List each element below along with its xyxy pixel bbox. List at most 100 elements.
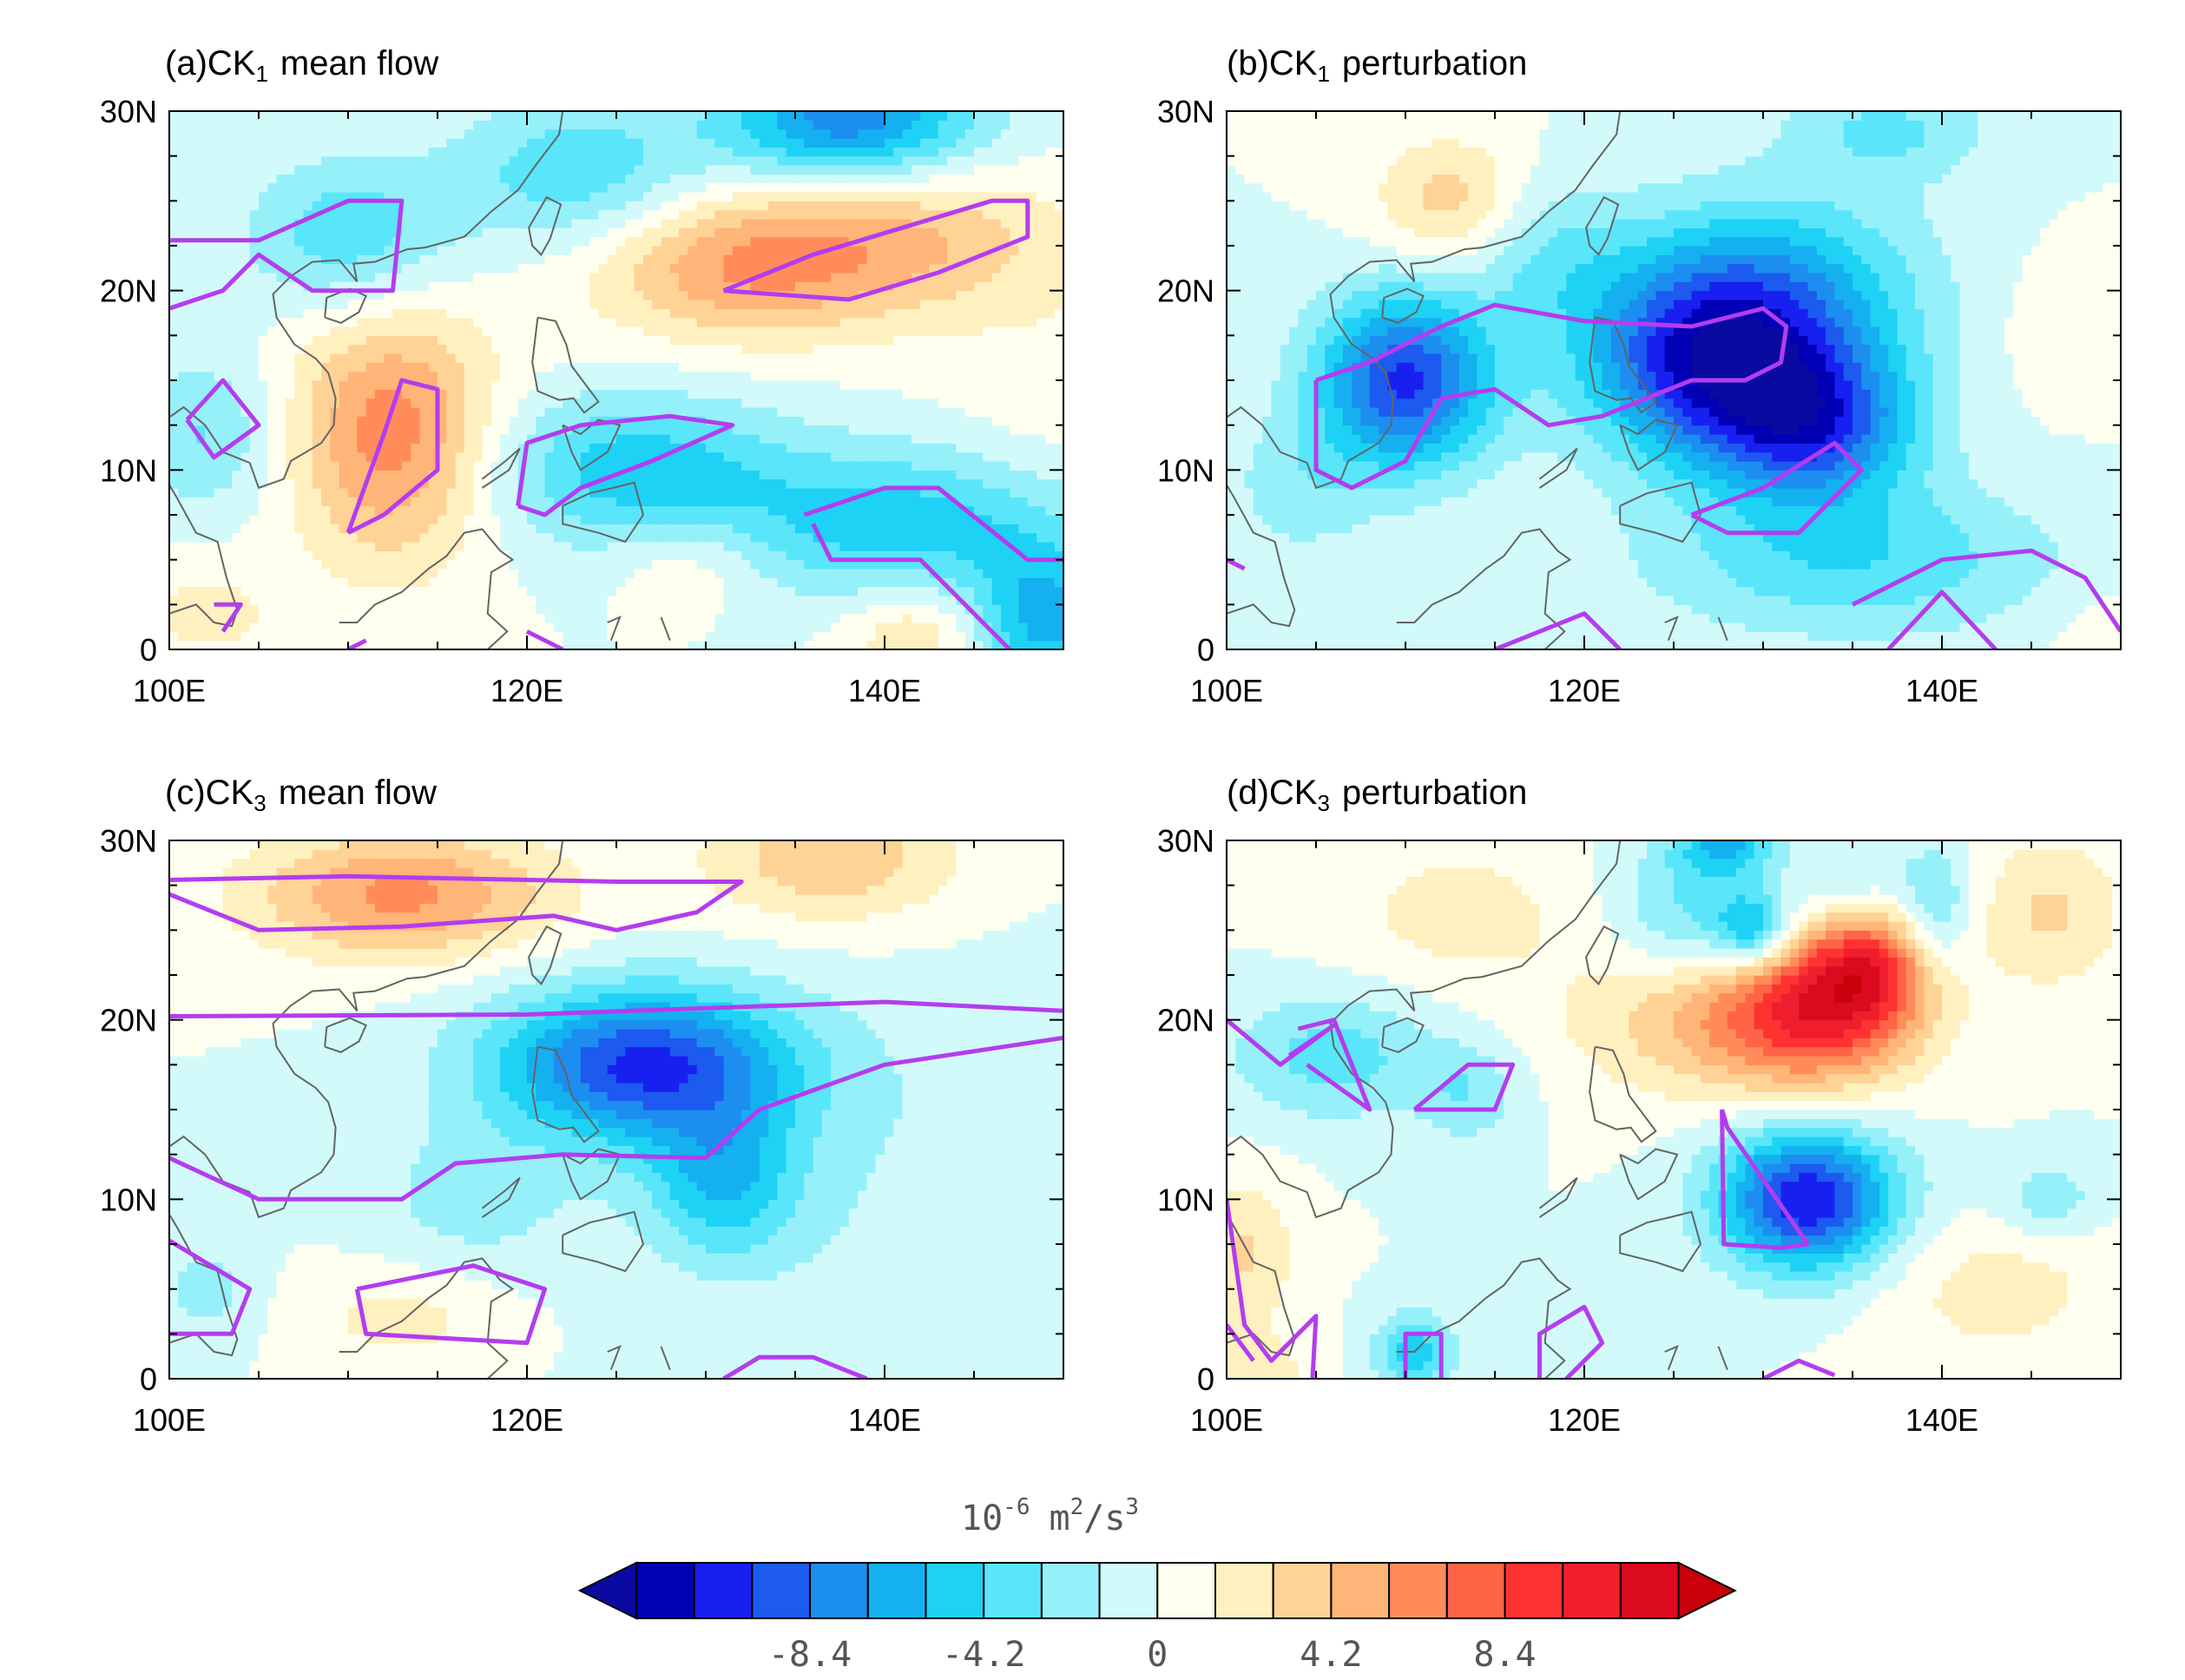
field-cell — [259, 246, 268, 255]
field-cell — [902, 227, 912, 238]
field-cell — [777, 524, 787, 534]
field-cell — [741, 613, 752, 623]
field-cell — [428, 434, 438, 444]
field-cell — [759, 470, 769, 480]
field-cell — [732, 300, 742, 309]
field-cell — [669, 596, 680, 605]
field-cell — [419, 281, 430, 292]
field-cell — [339, 515, 349, 524]
field-cell — [195, 308, 206, 319]
field-cell — [866, 577, 877, 588]
field-cell — [249, 505, 260, 516]
field-cell — [858, 308, 867, 319]
field-cell — [392, 362, 403, 372]
field-cell — [365, 165, 376, 175]
field-cell — [589, 604, 599, 615]
field-cell — [438, 111, 447, 121]
field-cell — [553, 596, 563, 605]
field-cell — [875, 128, 885, 139]
field-cell — [222, 524, 233, 534]
field-cell — [428, 353, 438, 363]
field-cell — [732, 344, 742, 354]
field-cell — [553, 120, 563, 130]
field-cell — [509, 147, 519, 157]
field-cell — [222, 451, 233, 462]
field-cell — [661, 263, 671, 273]
field-cell — [813, 147, 823, 157]
field-cell — [786, 201, 796, 211]
field-cell — [714, 138, 725, 148]
field-cell — [750, 461, 760, 471]
field-cell — [679, 488, 688, 497]
field-cell — [679, 300, 688, 309]
field-cell — [858, 631, 867, 642]
field-cell — [598, 631, 609, 642]
field-cell — [642, 488, 653, 497]
field-cell — [446, 335, 457, 346]
field-cell — [240, 281, 251, 292]
field-cell — [419, 165, 430, 175]
field-cell — [598, 317, 609, 327]
field-cell — [428, 550, 438, 561]
field-cell — [339, 604, 349, 615]
field-cell — [616, 335, 626, 346]
field-cell — [276, 155, 286, 166]
field-cell — [374, 613, 385, 623]
field-cell — [195, 577, 206, 588]
field-cell — [482, 281, 492, 292]
field-cell — [438, 470, 447, 480]
field-cell — [544, 165, 555, 175]
field-cell — [750, 111, 760, 121]
field-cell — [419, 497, 430, 507]
field-cell — [848, 209, 859, 220]
field-cell — [652, 273, 662, 282]
field-cell — [214, 416, 224, 426]
field-cell — [294, 515, 305, 524]
field-cell — [365, 263, 376, 273]
field-cell — [688, 317, 698, 327]
field-cell — [384, 577, 394, 588]
field-cell — [768, 524, 778, 534]
field-cell — [222, 461, 233, 471]
field-cell — [438, 425, 447, 435]
field-cell — [473, 192, 484, 201]
field-cell — [652, 559, 662, 570]
field-cell — [607, 371, 617, 381]
field-cell — [259, 371, 268, 381]
field-cell — [357, 362, 367, 372]
field-cell — [401, 290, 411, 300]
field-cell — [669, 425, 680, 435]
field-cell — [732, 532, 742, 543]
field-cell — [285, 353, 295, 363]
field-cell — [330, 308, 340, 319]
field-cell — [348, 281, 358, 292]
field-cell — [214, 407, 224, 417]
field-cell — [536, 505, 546, 516]
field-cell — [392, 604, 403, 615]
field-cell — [348, 219, 358, 228]
field-cell — [669, 290, 680, 300]
field-cell — [804, 470, 814, 480]
field-cell — [786, 326, 796, 336]
field-cell — [276, 290, 286, 300]
field-cell — [276, 497, 286, 507]
field-cell — [634, 488, 644, 497]
field-cell — [669, 300, 680, 309]
field-cell — [536, 236, 546, 247]
field-cell — [401, 478, 411, 489]
field-cell — [795, 165, 805, 175]
field-cell — [446, 246, 457, 255]
field-cell — [885, 631, 894, 642]
field-cell — [312, 290, 322, 300]
field-cell — [169, 434, 179, 444]
field-cell — [679, 263, 688, 273]
field-cell — [446, 155, 457, 166]
field-cell — [259, 165, 268, 175]
field-cell — [741, 631, 752, 642]
field-cell — [553, 569, 563, 578]
field-cell — [616, 120, 626, 130]
field-cell — [652, 398, 662, 408]
field-cell — [777, 147, 787, 157]
field-cell — [473, 389, 484, 399]
field-cell — [553, 317, 563, 327]
